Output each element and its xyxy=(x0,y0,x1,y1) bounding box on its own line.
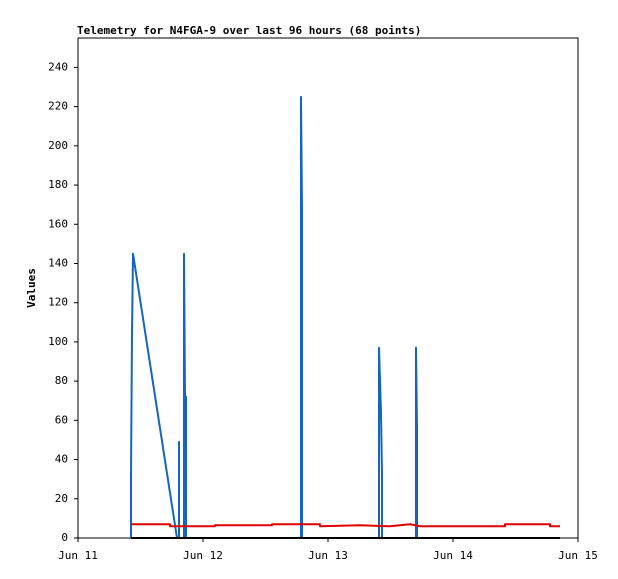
x-tick-label: Jun 13 xyxy=(308,549,348,562)
y-tick-label: 140 xyxy=(48,256,68,269)
chart-title: Telemetry for N4FGA-9 over last 96 hours… xyxy=(77,24,421,37)
y-tick-label: 60 xyxy=(55,413,68,426)
y-tick-label: 100 xyxy=(48,335,68,348)
y-tick-label: 0 xyxy=(61,531,68,544)
y-tick-label: 160 xyxy=(48,217,68,230)
y-tick-label: 80 xyxy=(55,374,68,387)
data-line xyxy=(131,523,560,528)
y-tick-label: 20 xyxy=(55,492,68,505)
y-axis-label: Values xyxy=(25,268,38,308)
y-tick-label: 240 xyxy=(48,60,68,73)
plot-frame xyxy=(77,37,579,539)
y-tick-label: 180 xyxy=(48,178,68,191)
y-tick-label: 200 xyxy=(48,139,68,152)
y-tick-label: 220 xyxy=(48,100,68,113)
y-tick-label: 40 xyxy=(55,453,68,466)
y-tick-label: 120 xyxy=(48,296,68,309)
x-tick-label: Jun 14 xyxy=(433,549,473,562)
x-tick-label: Jun 15 xyxy=(558,549,598,562)
data-line xyxy=(130,95,418,539)
x-tick-label: Jun 11 xyxy=(58,549,98,562)
x-tick-label: Jun 12 xyxy=(183,549,223,562)
